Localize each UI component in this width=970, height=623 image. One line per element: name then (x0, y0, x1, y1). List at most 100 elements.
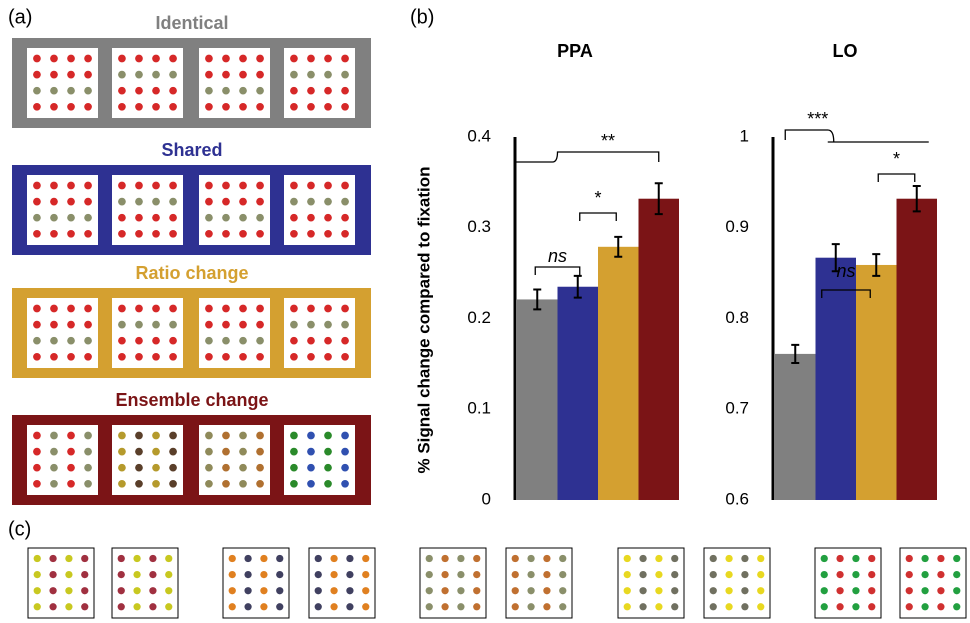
stimulus-item (135, 87, 143, 95)
stimulus-item (152, 55, 160, 63)
stimulus-item (229, 603, 236, 610)
stimulus-item (256, 87, 264, 95)
stimulus-item (169, 305, 177, 313)
stimulus-item (757, 603, 764, 610)
stimulus-item (33, 103, 41, 111)
panel-label: (c) (8, 518, 31, 540)
stimulus-item (290, 198, 298, 206)
stimulus-item (307, 321, 315, 329)
stimulus-item (512, 571, 519, 578)
stimulus-item (84, 337, 92, 345)
stimulus-item (457, 571, 464, 578)
stimulus-item (169, 337, 177, 345)
stimulus-item (135, 464, 143, 472)
stimulus-item (341, 432, 349, 440)
stimulus-item (67, 71, 75, 79)
stimulus-item (169, 87, 177, 95)
stimulus-item (205, 432, 213, 440)
stimulus-item (205, 480, 213, 488)
stimulus-item (937, 555, 944, 562)
stimulus-item (290, 432, 298, 440)
stimulus-item (953, 603, 960, 610)
stimulus-item (239, 87, 247, 95)
stimulus-item (239, 448, 247, 456)
stimulus-item (50, 230, 58, 238)
stimulus-item (222, 337, 230, 345)
stimulus-item (222, 432, 230, 440)
significance-label: * (893, 149, 900, 169)
y-tick-label: 0.2 (467, 308, 491, 327)
stimulus-item (324, 480, 332, 488)
stimulus-item (50, 55, 58, 63)
stimulus-item (222, 182, 230, 190)
stimulus-item (34, 555, 41, 562)
stimulus-item (868, 555, 875, 562)
stimulus-item (67, 321, 75, 329)
stimulus-item (290, 87, 298, 95)
stimulus-item (67, 214, 75, 222)
stimulus-item (473, 587, 480, 594)
stimulus-item (307, 337, 315, 345)
stimulus-item (821, 571, 828, 578)
stimulus-item (921, 587, 928, 594)
stimulus-item (239, 230, 247, 238)
stimulus-item (290, 55, 298, 63)
stimulus-item (67, 103, 75, 111)
stimulus-item (205, 353, 213, 361)
stimulus-item (205, 55, 213, 63)
stimulus-item (639, 587, 646, 594)
stimulus-item (836, 587, 843, 594)
stimulus-item (239, 182, 247, 190)
stimulus-item (135, 55, 143, 63)
stimulus-item (725, 571, 732, 578)
stimulus-item (921, 571, 928, 578)
stimulus-item (135, 103, 143, 111)
stimulus-item (152, 71, 160, 79)
condition-title: Shared (161, 140, 222, 160)
stimulus-item (341, 230, 349, 238)
stimulus-item (341, 71, 349, 79)
stimulus-item (84, 214, 92, 222)
stimulus-item (50, 337, 58, 345)
stimulus-item (559, 587, 566, 594)
stimulus-item (307, 305, 315, 313)
stimulus-item (307, 182, 315, 190)
stimulus-item (256, 321, 264, 329)
stimulus-item (937, 587, 944, 594)
stimulus-item (67, 182, 75, 190)
stimulus-item (330, 587, 337, 594)
stimulus-item (341, 480, 349, 488)
stimulus-item (169, 55, 177, 63)
stimulus-item (256, 55, 264, 63)
stimulus-item (205, 321, 213, 329)
stimulus-item (362, 571, 369, 578)
stimulus-item (324, 337, 332, 345)
stimulus-item (49, 603, 56, 610)
stimulus-item (152, 103, 160, 111)
stimulus-item (205, 337, 213, 345)
stimulus-item (239, 55, 247, 63)
stimulus-item (256, 182, 264, 190)
stimulus-item (256, 464, 264, 472)
stimulus-item (222, 87, 230, 95)
stimulus-item (67, 448, 75, 456)
stimulus-item (50, 182, 58, 190)
stimulus-item (290, 480, 298, 488)
stimulus-item (67, 432, 75, 440)
stimulus-item (260, 571, 267, 578)
stimulus-item (84, 182, 92, 190)
stimulus-item (229, 555, 236, 562)
stimulus-item (205, 87, 213, 95)
stimulus-item (65, 603, 72, 610)
stimulus-item (852, 603, 859, 610)
stimulus-item (49, 587, 56, 594)
bar (856, 265, 897, 500)
stimulus-item (118, 587, 125, 594)
stimulus-item (133, 555, 140, 562)
stimulus-item (346, 555, 353, 562)
significance-bracket (785, 130, 929, 142)
stimulus-item (152, 230, 160, 238)
stimulus-item (84, 230, 92, 238)
stimulus-item (118, 555, 125, 562)
y-tick-label: 1 (740, 126, 749, 145)
